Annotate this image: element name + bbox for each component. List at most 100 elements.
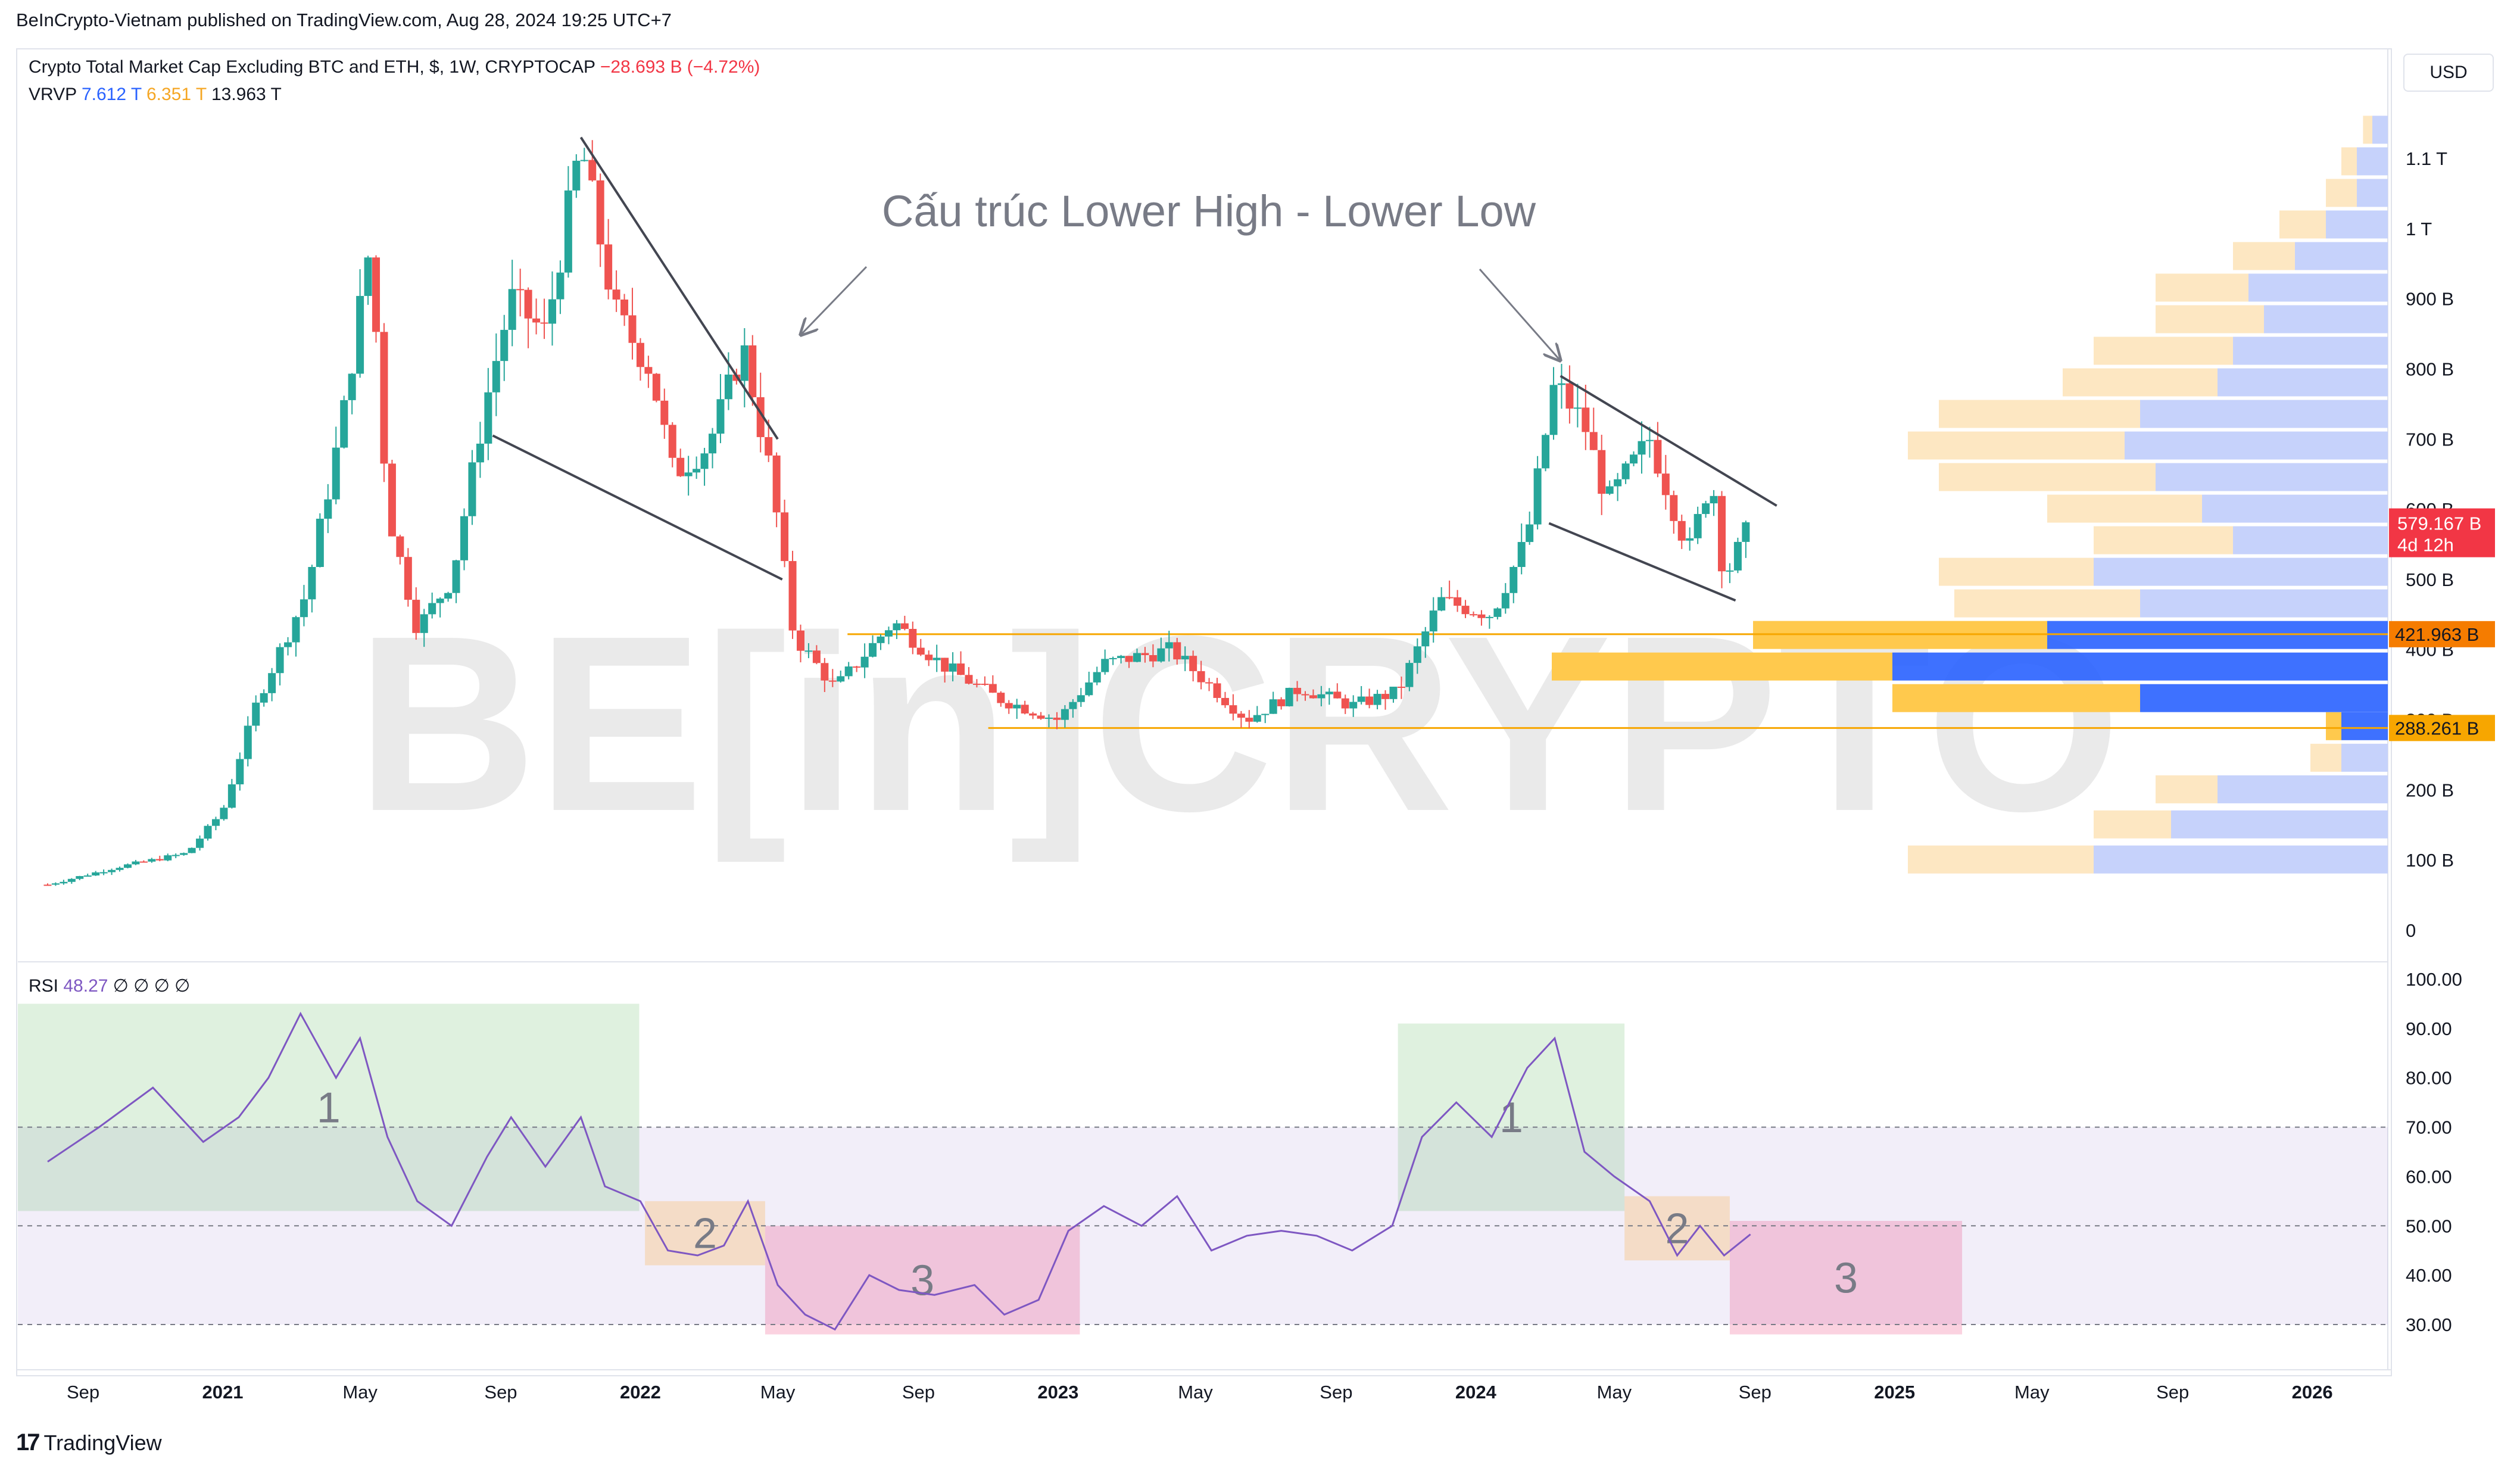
candle-body	[396, 536, 404, 557]
candle-body	[1029, 713, 1037, 716]
candle-body	[1517, 542, 1526, 568]
candle-body	[1405, 663, 1414, 687]
candle-body	[932, 657, 941, 660]
trendline	[579, 136, 779, 440]
vp-bar-down	[2357, 179, 2388, 207]
rsi-axis-tick: 70.00	[2406, 1117, 2452, 1138]
rsi-zone-label: 1	[1499, 1094, 1523, 1142]
candle-body	[564, 190, 572, 273]
candle-body	[1093, 672, 1101, 683]
candle-body	[1614, 479, 1622, 487]
candle-body	[965, 675, 973, 684]
vp-bar-up	[2310, 743, 2341, 772]
candle-body	[788, 561, 797, 631]
candle-body	[76, 876, 84, 879]
time-axis-tick: May	[342, 1382, 378, 1403]
candle-body	[492, 361, 500, 392]
price-axis-tick: 0	[2406, 920, 2416, 941]
annotation-arrow	[1479, 269, 1560, 360]
candle-body	[636, 342, 644, 367]
candle-body	[171, 855, 180, 856]
vp-bar-down	[2341, 712, 2388, 740]
candle-body	[1733, 541, 1742, 571]
vp-bar-up	[2156, 305, 2264, 334]
candle-body	[1229, 705, 1237, 714]
candle-body	[99, 872, 108, 874]
candle-body	[1589, 432, 1598, 450]
price-axis-tick: 700 B	[2406, 429, 2454, 450]
trendline	[1548, 522, 1736, 602]
vp-bar-down	[2218, 368, 2388, 397]
rsi-legend[interactable]: RSI 48.27 ∅ ∅ ∅ ∅	[29, 976, 190, 996]
candle-body	[43, 884, 52, 886]
rsi-axis-tick: 30.00	[2406, 1314, 2452, 1335]
time-axis-tick: Sep	[1320, 1382, 1352, 1403]
candle-body	[380, 332, 388, 464]
candle-body	[1077, 695, 1085, 702]
vp-bar-down	[2295, 242, 2388, 270]
candle-body	[628, 315, 637, 343]
candle-body	[1413, 646, 1421, 663]
vrvp-legend[interactable]: VRVP 7.612 T 6.351 T 13.963 T	[29, 85, 282, 105]
symbol-legend[interactable]: Crypto Total Market Cap Excluding BTC an…	[29, 57, 760, 77]
vp-bar-down	[2341, 743, 2388, 772]
candle-body	[412, 600, 420, 633]
candle-body	[1157, 648, 1165, 662]
time-axis-tick: 2025	[1874, 1382, 1915, 1403]
candle-body	[1509, 567, 1518, 593]
candle-body	[1710, 496, 1718, 504]
candle-body	[67, 878, 76, 882]
candle-body	[548, 299, 556, 324]
price-axis-tick: 800 B	[2406, 359, 2454, 379]
candle-body	[1582, 407, 1590, 432]
candle-body	[420, 614, 428, 633]
candle-body	[60, 881, 68, 884]
vp-bar-down	[2125, 431, 2388, 460]
time-axis-tick: 2026	[2292, 1382, 2333, 1403]
structure-annotation: Cấu trúc Lower High - Lower Low	[882, 186, 1536, 236]
tradingview-logo[interactable]: 17 TradingView	[16, 1429, 162, 1456]
candle-body	[988, 684, 997, 693]
candle-body	[364, 257, 372, 296]
candle-body	[83, 875, 92, 877]
candle-body	[155, 859, 164, 861]
rsi-zone-label: 2	[693, 1210, 717, 1258]
candle-body	[1718, 496, 1726, 572]
vp-bar-down	[2094, 557, 2388, 586]
candle-body	[1269, 699, 1277, 714]
candle-body	[428, 603, 436, 615]
candle-body	[204, 825, 212, 839]
candle-body	[909, 629, 917, 648]
candle-body	[460, 516, 468, 560]
candle-body	[1013, 705, 1021, 709]
candle-body	[1638, 441, 1646, 455]
candle-body	[860, 656, 869, 668]
candle-body	[1493, 608, 1502, 617]
vp-bar-down	[2326, 210, 2388, 239]
candle-body	[1373, 694, 1381, 705]
candle-body	[620, 299, 629, 316]
candle-body	[1325, 691, 1333, 694]
candle-body	[123, 864, 132, 868]
candle-body	[164, 855, 172, 861]
candle-body	[837, 676, 845, 682]
candle-body	[941, 657, 949, 672]
candle-body	[444, 593, 453, 599]
currency-selector[interactable]: USD	[2403, 54, 2494, 92]
candle-body	[828, 680, 837, 682]
level-price-tag	[2389, 621, 2495, 647]
candle-body	[580, 160, 588, 161]
vp-bar-down	[2140, 400, 2388, 428]
rsi-line	[47, 1011, 1751, 1331]
candle-body	[188, 847, 196, 853]
candle-body	[604, 244, 613, 290]
candle-body	[196, 839, 204, 848]
candle-body	[1237, 713, 1245, 718]
vp-bar-up	[2233, 242, 2295, 270]
candle-body	[1485, 616, 1493, 618]
candle-body	[1742, 522, 1750, 542]
candle-body	[1213, 683, 1221, 698]
vp-bar-up	[2047, 494, 2202, 523]
candle-body	[1565, 383, 1574, 409]
